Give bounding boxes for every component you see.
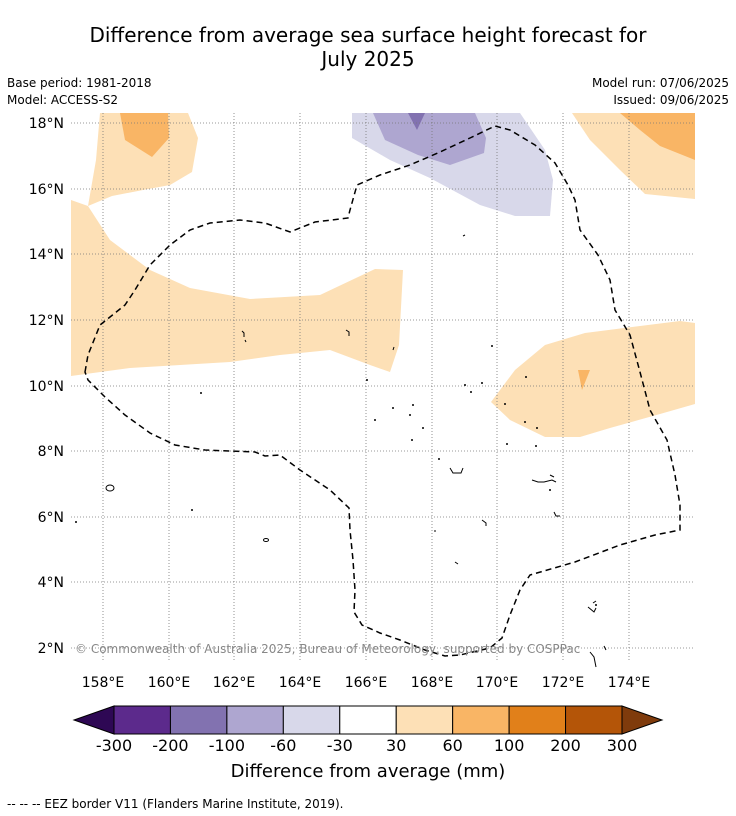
colorbar-tick-labels: -300 -200 -100 -60 -30 30 60 100 200 300 xyxy=(96,736,637,755)
eez-legend-note: -- -- -- EEZ border V11 (Flanders Marine… xyxy=(7,797,344,811)
colorbar-tick-label: 100 xyxy=(494,736,525,755)
colorbar-segment xyxy=(282,705,341,735)
colorbar-tick-label: 200 xyxy=(550,736,581,755)
colorbar-tick-label: 30 xyxy=(386,736,406,755)
colorbar-tick-label: 300 xyxy=(607,736,638,755)
lon-label: 164°E xyxy=(279,675,322,691)
map-title-line2: July 2025 xyxy=(321,47,415,71)
contour-neg60-neg100 xyxy=(373,113,486,165)
colorbar-segment xyxy=(565,705,623,735)
colorbar-segment xyxy=(508,705,567,735)
lon-label: 160°E xyxy=(148,675,191,691)
contour-60-100-rightband xyxy=(578,370,590,390)
colorbar-title: Difference from average (mm) xyxy=(230,761,506,782)
lon-label: 168°E xyxy=(411,675,454,691)
colorbar-segment xyxy=(226,705,284,735)
lon-label: 174°E xyxy=(608,675,651,691)
lat-label: 6°N xyxy=(38,510,64,526)
colorbar xyxy=(72,705,664,735)
lat-label: 18°N xyxy=(29,116,64,132)
colorbar-tick-label: -100 xyxy=(209,736,245,755)
lon-label: 162°E xyxy=(213,675,256,691)
issued-text: Issued: 09/06/2025 xyxy=(613,93,729,107)
contour-30-60-leftband xyxy=(71,200,403,376)
colorbar-segment xyxy=(169,705,228,735)
colorbar-extend-high xyxy=(621,705,664,735)
map-title-line1: Difference from average sea surface heig… xyxy=(89,23,647,47)
colorbar-segment xyxy=(395,705,454,735)
contour-60-100-topright xyxy=(620,113,695,160)
contour-neg100-neg200 xyxy=(408,113,425,130)
model-run-text: Model run: 07/06/2025 xyxy=(591,76,729,90)
lat-label: 14°N xyxy=(29,247,64,263)
lon-label: 166°E xyxy=(345,675,388,691)
colorbar-segment xyxy=(452,705,510,735)
lat-label: 2°N xyxy=(38,641,64,657)
colorbar-tick-label: -60 xyxy=(270,736,296,755)
contour-60-100-topleft xyxy=(120,113,169,157)
lon-label: 158°E xyxy=(82,675,125,691)
islands xyxy=(105,234,607,668)
eez-border xyxy=(84,125,681,657)
longitude-labels: 158°E 160°E 162°E 164°E 166°E 168°E 170°E 172°E… xyxy=(82,675,651,691)
model-text: Model: ACCESS-S2 xyxy=(7,93,119,107)
colorbar-tick-label: 60 xyxy=(442,736,462,755)
colorbar-tick-label: -300 xyxy=(96,736,132,755)
colorbar-segment xyxy=(339,705,397,735)
lat-label: 4°N xyxy=(38,575,64,591)
contour-30-60-rightband xyxy=(491,321,695,437)
lat-label: 12°N xyxy=(29,313,64,329)
colorbar-extend-low xyxy=(72,705,115,735)
colorbar-tick-label: -200 xyxy=(152,736,188,755)
lon-label: 172°E xyxy=(542,675,585,691)
lon-label: 170°E xyxy=(476,675,519,691)
atoll-dots xyxy=(75,345,597,606)
latitude-labels: 18°N 16°N 14°N 12°N 10°N 8°N 6°N 4°N 2°N xyxy=(29,116,64,657)
copyright-notice: © Commonwealth of Australia 2025, Bureau… xyxy=(75,642,580,656)
lat-label: 10°N xyxy=(29,379,64,395)
contour-30-60-topleft xyxy=(88,113,198,206)
lat-label: 16°N xyxy=(29,182,64,198)
colorbar-tick-label: -30 xyxy=(327,736,353,755)
base-period-text: Base period: 1981-2018 xyxy=(7,76,152,90)
lat-label: 8°N xyxy=(38,444,64,460)
anomaly-contours xyxy=(71,113,695,437)
map-gridlines xyxy=(71,113,695,661)
colorbar-segment xyxy=(113,705,171,735)
